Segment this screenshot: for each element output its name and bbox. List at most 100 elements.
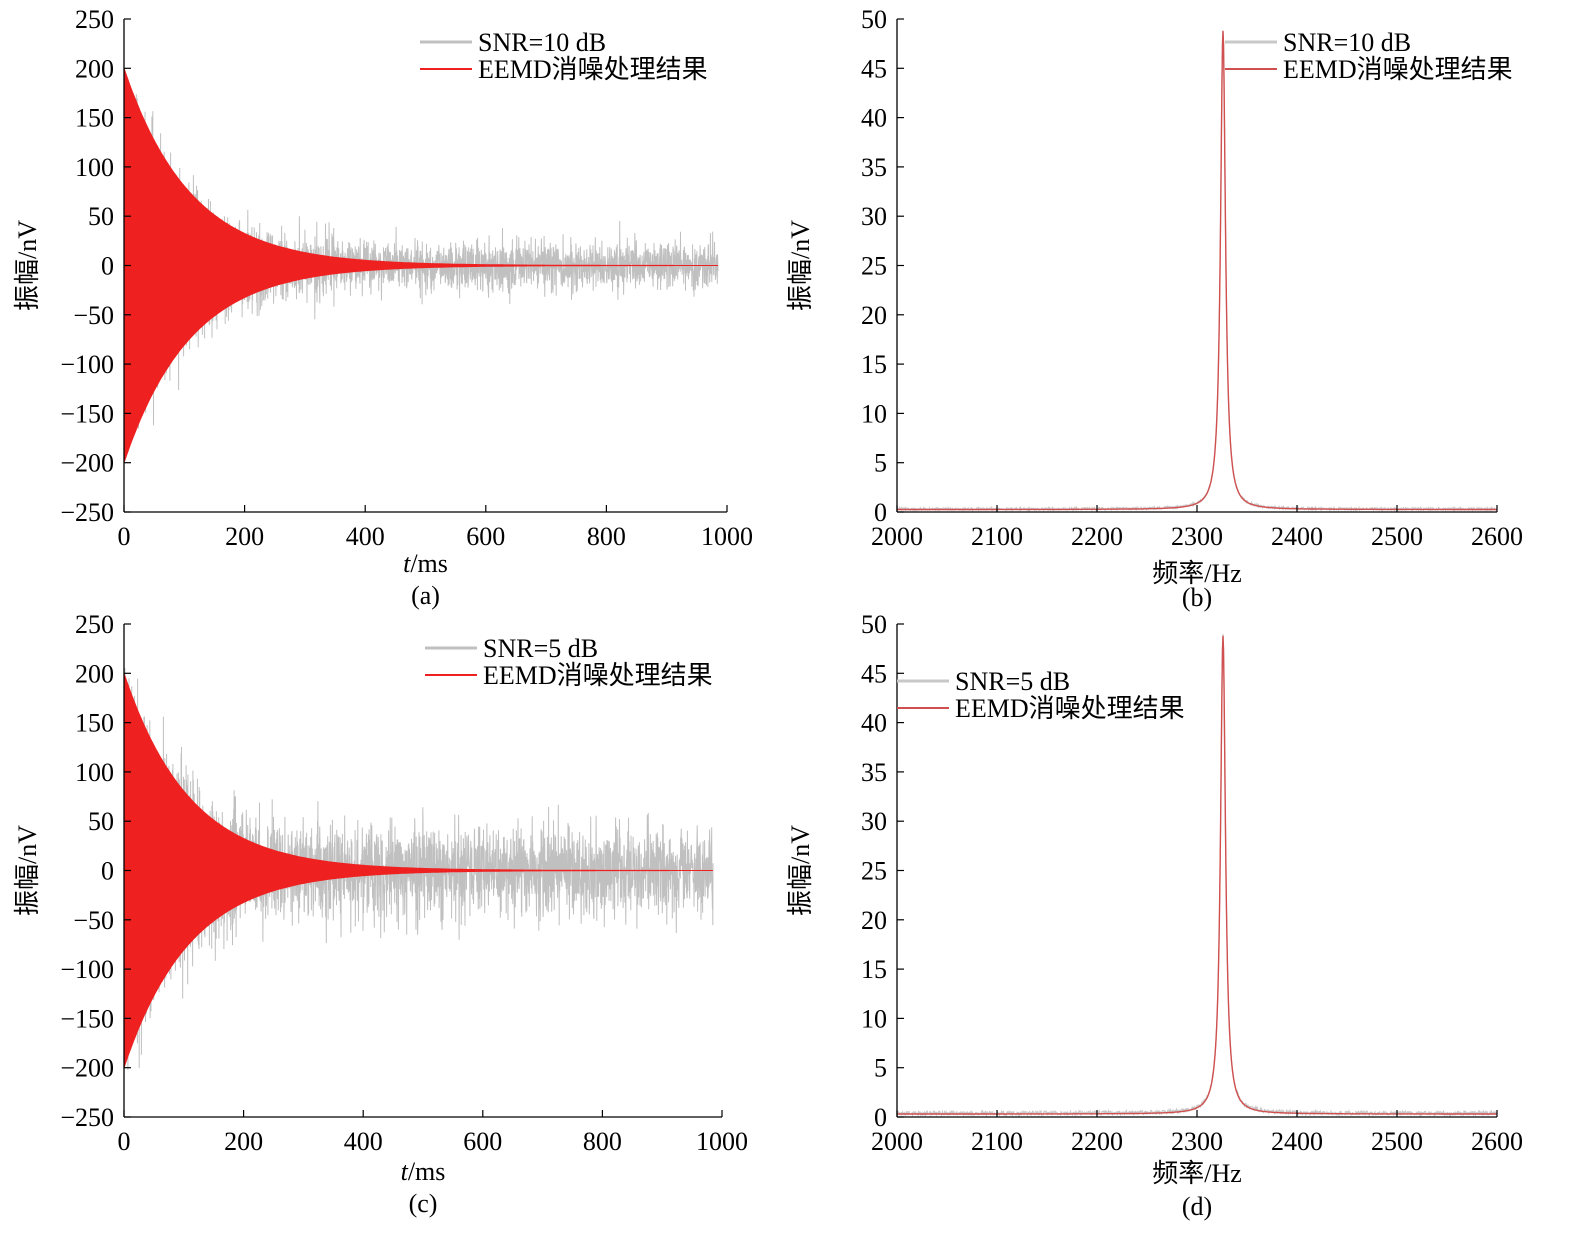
x-tick-label: 2400	[1271, 1127, 1323, 1156]
y-tick-label: 15	[861, 350, 887, 379]
y-tick-label: 50	[861, 610, 887, 639]
y-axis-label: 振幅/nV	[13, 220, 42, 311]
x-tick-label: 200	[224, 1127, 263, 1156]
legend-label: SNR=10 dB	[478, 28, 606, 57]
x-tick-label: 2200	[1071, 1127, 1123, 1156]
x-tick-label: 600	[466, 522, 505, 551]
panel-caption: (a)	[411, 581, 440, 610]
y-tick-label: −100	[60, 955, 114, 984]
y-tick-label: −150	[60, 1004, 114, 1033]
y-tick-label: 20	[861, 301, 887, 330]
legend-label: EEMD消噪处理结果	[1283, 55, 1513, 84]
y-tick-label: −150	[60, 399, 114, 428]
x-tick-label: 2400	[1271, 522, 1323, 551]
panel-caption: (b)	[1182, 583, 1212, 612]
y-tick-label: 40	[861, 709, 887, 738]
x-tick-label: 400	[344, 1127, 383, 1156]
x-tick-label: 2100	[971, 522, 1023, 551]
x-tick-label: 2000	[871, 522, 923, 551]
legend-label: SNR=10 dB	[1283, 28, 1411, 57]
x-axis-label: t/ms	[403, 549, 448, 578]
y-tick-label: 30	[861, 807, 887, 836]
y-tick-label: 45	[861, 54, 887, 83]
series-eemd-signal	[123, 68, 718, 463]
legend-label: SNR=5 dB	[955, 667, 1070, 696]
series-noisy-spectrum	[896, 31, 1498, 513]
x-tick-label: 1000	[701, 522, 753, 551]
y-tick-label: 250	[75, 610, 114, 639]
legend-label: EEMD消噪处理结果	[478, 55, 708, 84]
y-axis-label: 振幅/nV	[13, 825, 42, 916]
legend-label: EEMD消噪处理结果	[483, 661, 713, 690]
x-axis-label: t/ms	[401, 1157, 446, 1186]
y-tick-label: 200	[75, 54, 114, 83]
y-tick-label: 30	[861, 202, 887, 231]
y-tick-label: 45	[861, 659, 887, 688]
y-tick-label: −200	[60, 1054, 114, 1083]
y-axis-label: 振幅/nV	[786, 825, 815, 916]
y-tick-label: 0	[101, 857, 114, 886]
y-tick-label: −250	[60, 1103, 114, 1132]
x-tick-label: 800	[583, 1127, 622, 1156]
x-axis-label: 频率/Hz	[1152, 559, 1242, 588]
x-tick-label: 800	[587, 522, 626, 551]
x-axis-label: 频率/Hz	[1152, 1159, 1242, 1188]
y-tick-label: 25	[861, 857, 887, 886]
x-tick-label: 2500	[1371, 522, 1423, 551]
y-tick-label: 50	[88, 807, 114, 836]
x-tick-label: 600	[463, 1127, 502, 1156]
y-tick-label: 50	[88, 202, 114, 231]
x-tick-label: 2100	[971, 1127, 1023, 1156]
y-tick-label: 0	[874, 1103, 887, 1132]
x-tick-label: 2300	[1171, 1127, 1223, 1156]
panel-caption: (c)	[409, 1189, 438, 1218]
x-tick-label: 2500	[1371, 1127, 1423, 1156]
panel-caption: (d)	[1182, 1192, 1212, 1221]
x-tick-label: 400	[346, 522, 385, 551]
y-tick-label: −250	[60, 498, 114, 527]
plot-area	[896, 30, 1498, 513]
y-tick-label: 0	[874, 498, 887, 527]
x-tick-label: 2600	[1471, 522, 1523, 551]
y-tick-label: 150	[75, 104, 114, 133]
y-tick-label: −100	[60, 350, 114, 379]
y-tick-label: 40	[861, 104, 887, 133]
x-tick-label: 2200	[1071, 522, 1123, 551]
legend-label: SNR=5 dB	[483, 634, 598, 663]
y-tick-label: 50	[861, 5, 887, 34]
series-eemd-signal	[123, 673, 713, 1068]
x-tick-label: 2600	[1471, 1127, 1523, 1156]
y-tick-label: −50	[73, 906, 114, 935]
y-tick-label: 15	[861, 955, 887, 984]
x-tick-label: 200	[225, 522, 264, 551]
series-eemd-spectrum	[897, 30, 1497, 511]
y-tick-label: 5	[874, 1054, 887, 1083]
x-tick-label: 0	[118, 522, 131, 551]
x-tick-label: 0	[118, 1127, 131, 1156]
y-axis-label: 振幅/nV	[786, 220, 815, 311]
y-tick-label: 0	[101, 252, 114, 281]
y-tick-label: 20	[861, 906, 887, 935]
y-tick-label: −200	[60, 449, 114, 478]
y-tick-label: 250	[75, 5, 114, 34]
legend-label: EEMD消噪处理结果	[955, 694, 1185, 723]
x-tick-label: 1000	[696, 1127, 748, 1156]
y-tick-label: 35	[861, 758, 887, 787]
y-tick-label: 100	[75, 758, 114, 787]
y-tick-label: 35	[861, 153, 887, 182]
y-tick-label: 10	[861, 1004, 887, 1033]
plot-area	[123, 667, 714, 1071]
plot-area	[123, 68, 719, 463]
x-tick-label: 2300	[1171, 522, 1223, 551]
y-tick-label: 150	[75, 709, 114, 738]
x-tick-label: 2000	[871, 1127, 923, 1156]
y-tick-label: 10	[861, 399, 887, 428]
